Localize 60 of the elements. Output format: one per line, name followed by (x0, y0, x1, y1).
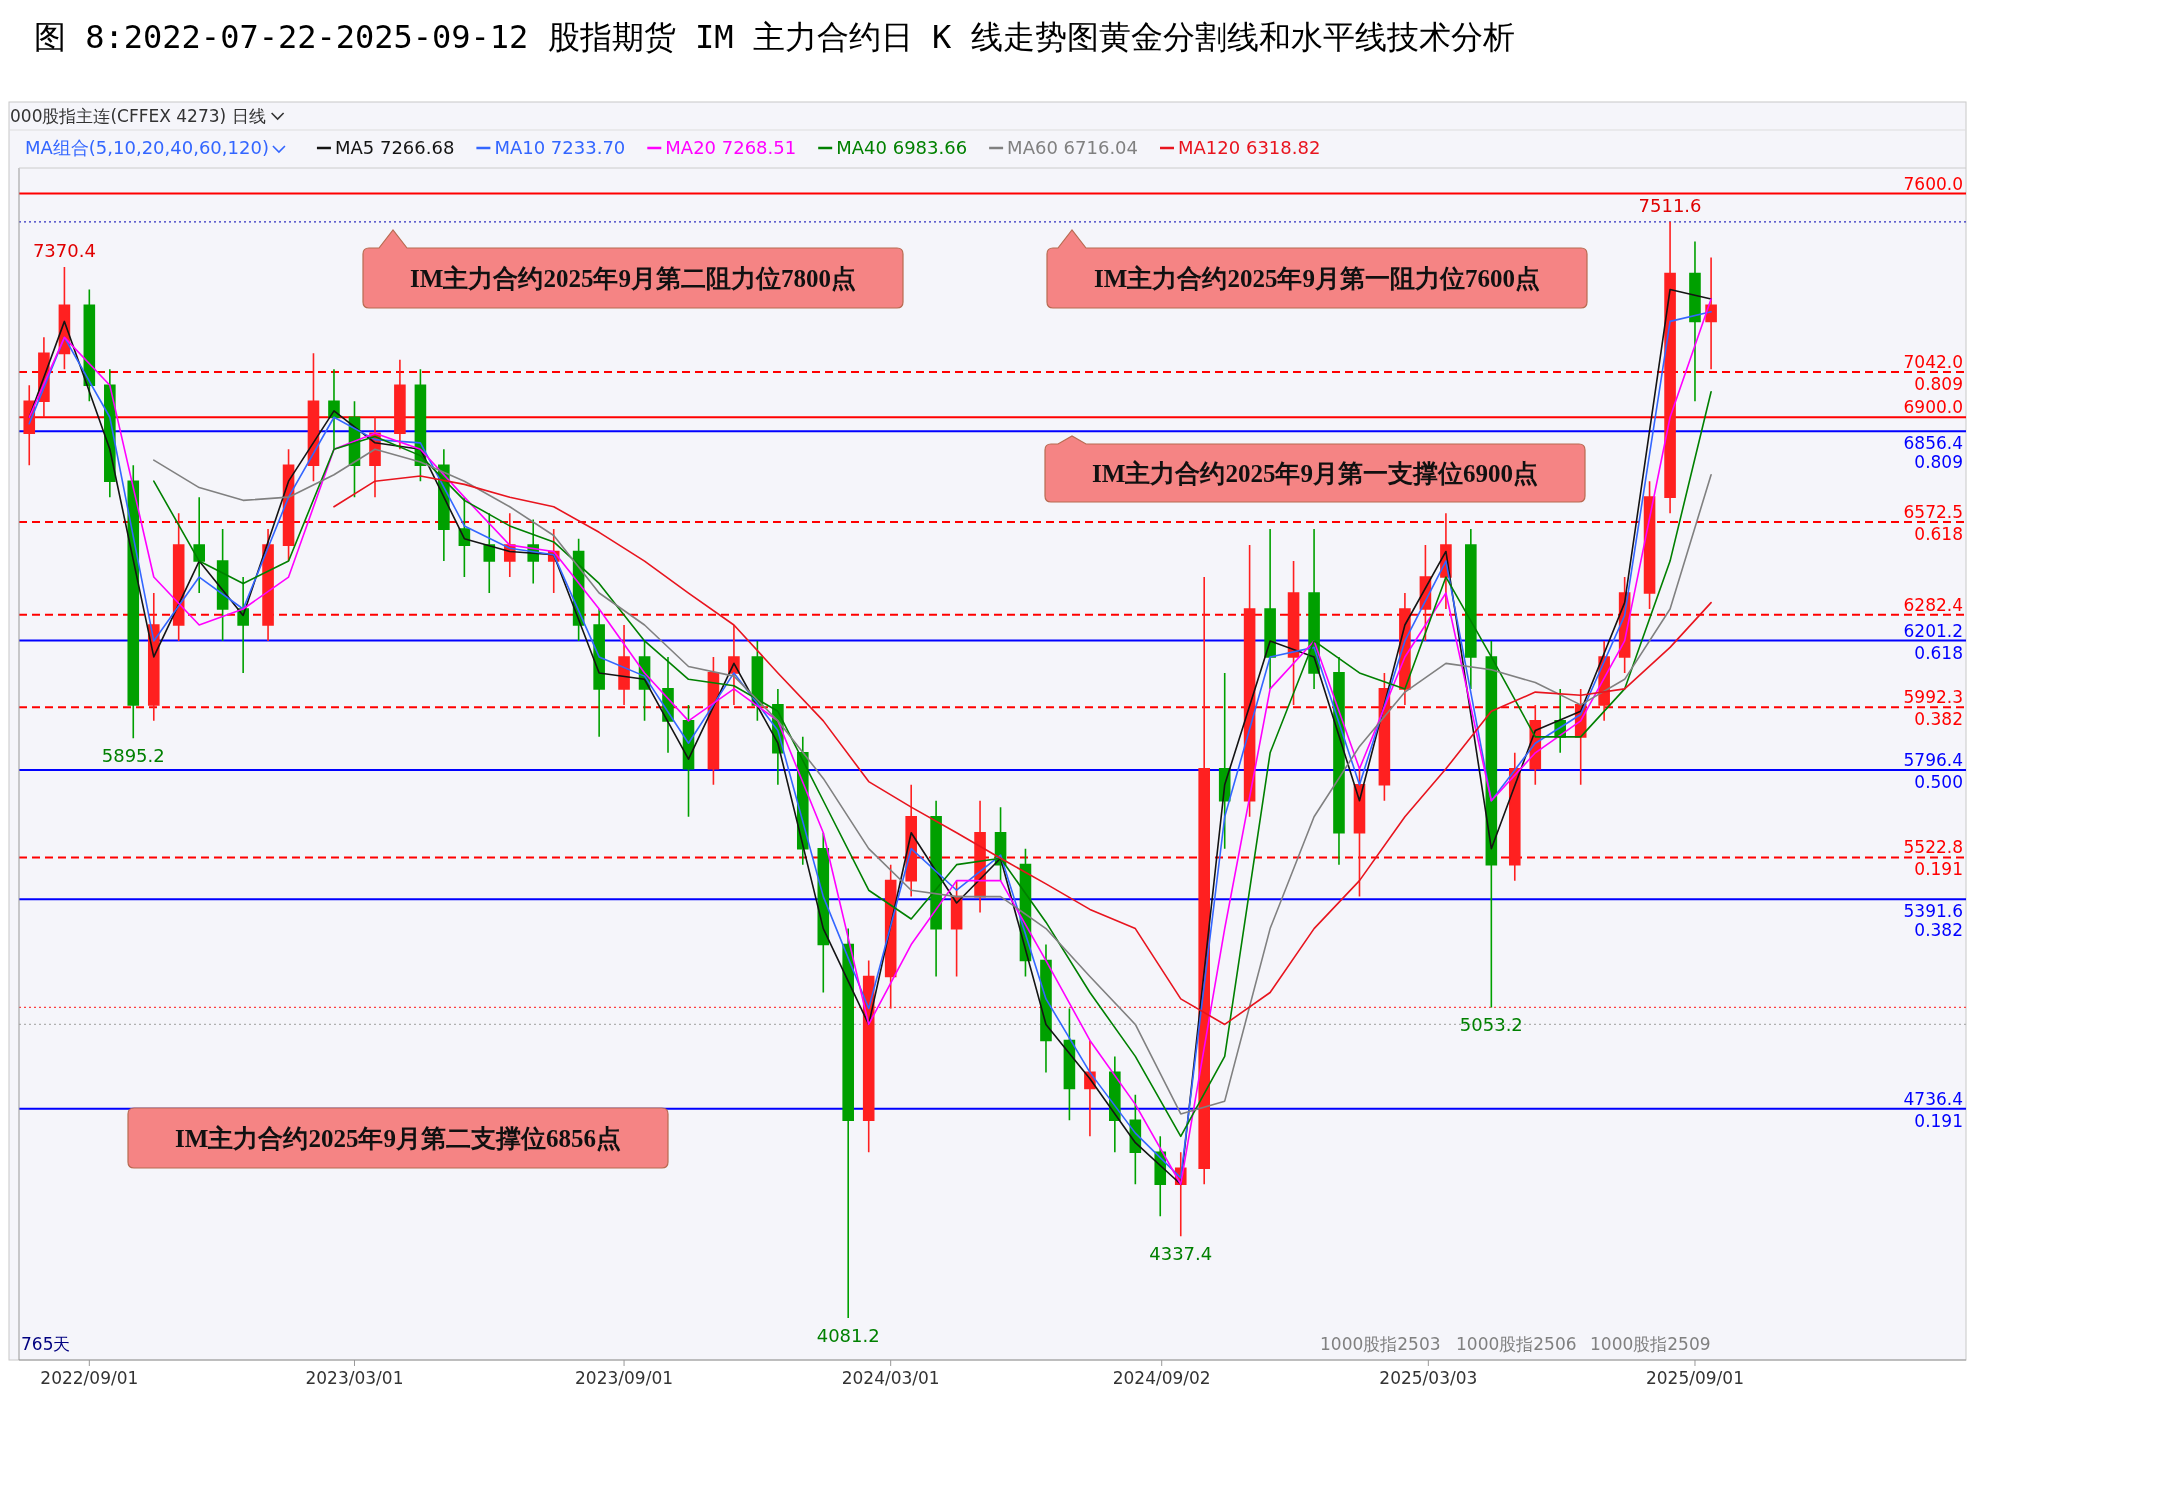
chart-subtitle: 000股指主连(CFFEX 4273) 日线 (10, 106, 266, 126)
ref-line-label: 7042.0 0.809 (1903, 351, 1963, 394)
x-tick-label: 2022/09/01 (40, 1368, 139, 1388)
legend-label: MA60 6716.04 (1007, 137, 1139, 158)
candlestick (1287, 560, 1300, 706)
annotation: 4081.2 (816, 1325, 880, 1347)
candlestick (1264, 528, 1276, 690)
annotation: 7511.6 (1638, 194, 1702, 216)
candlestick (1465, 528, 1477, 690)
legend-label: MA120 6318.82 (1178, 137, 1321, 158)
annotation: 7370.4 (32, 239, 96, 261)
annotation: 1000股指2509 (1590, 1334, 1711, 1354)
ref-line-label: 5796.4 0.500 (1903, 749, 1963, 792)
legend-title: MA组合(5,10,20,40,60,120) (25, 137, 269, 158)
candlestick (193, 496, 205, 594)
ref-line-label: 4736.4 0.191 (1903, 1088, 1963, 1131)
x-tick-label: 2025/03/03 (1379, 1368, 1478, 1388)
candlestick (1664, 221, 1676, 514)
candlestick (1508, 752, 1521, 882)
x-tick-label: 2023/03/01 (305, 1368, 404, 1388)
ref-line-label: 5391.6 0.382 (1903, 901, 1963, 941)
candlestick (862, 959, 875, 1154)
x-tick-label: 2025/09/01 (1645, 1368, 1744, 1388)
candlestick (127, 464, 140, 740)
x-tick-label: 2023/09/01 (575, 1368, 674, 1388)
annotation: 4337.4 (1149, 1243, 1213, 1265)
annotation: IM主力合约2025年9月第一阻力位7600点 (1094, 265, 1540, 292)
legend-label: MA40 6983.66 (836, 137, 968, 158)
annotation: 765天 (21, 1334, 71, 1354)
candlestick (842, 927, 854, 1319)
candlestick (618, 624, 630, 706)
legend-label: MA10 7233.70 (494, 137, 626, 158)
annotation: 1000股指2503 (1320, 1334, 1441, 1354)
annotation: IM主力合约2025年9月第一支撑位6900点 (1092, 460, 1538, 487)
candlestick (328, 368, 340, 451)
ref-line-label: 6900.0 (1903, 397, 1963, 418)
ref-line-label: 6572.5 0.618 (1903, 501, 1963, 544)
x-tick-label: 2024/09/02 (1112, 1368, 1211, 1388)
ref-line-label: 5992.3 0.382 (1903, 687, 1963, 730)
ref-line-label: 6856.4 0.809 (1903, 433, 1963, 473)
candlestick (593, 608, 605, 738)
x-tick-label: 2024/03/01 (841, 1368, 940, 1388)
candlestick (1198, 576, 1210, 1186)
annotation: IM主力合约2025年9月第二支撑位6856点 (175, 1125, 621, 1152)
candlestick (262, 528, 274, 642)
legend-label: MA5 7266.68 (334, 137, 455, 158)
chart-title: 图 8:2022-07-22-2025-09-12 股指期货 IM 主力合约日 K 线走势图黄金分割线和水平线技术分析 (34, 18, 1515, 56)
annotation: 1000股指2506 (1456, 1334, 1577, 1354)
candlestick (1689, 240, 1701, 403)
annotation: 5895.2 (101, 745, 165, 767)
ref-line-label: 6282.4 (1903, 594, 1963, 615)
ref-line-label: 7600.0 (1903, 173, 1963, 194)
annotation: IM主力合约2025年9月第二阻力位7800点 (410, 265, 856, 292)
annotation: 5053.2 (1459, 1014, 1523, 1036)
candlestick (1705, 256, 1717, 371)
candlestick (394, 358, 406, 451)
legend-label: MA20 7268.51 (665, 137, 797, 158)
ref-line-label: 6201.2 0.618 (1903, 620, 1963, 663)
ref-line-label: 5522.8 0.191 (1903, 837, 1963, 880)
candlestick (483, 512, 496, 594)
